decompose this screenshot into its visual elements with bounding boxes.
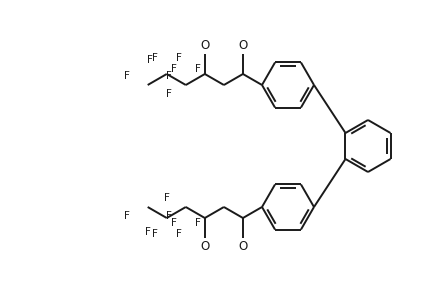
Text: F: F [145,227,151,237]
Text: F: F [124,71,130,81]
Text: F: F [171,64,176,74]
Text: F: F [124,211,130,221]
Text: F: F [176,229,182,239]
Text: F: F [152,229,158,239]
Text: F: F [152,53,158,63]
Text: F: F [166,71,172,81]
Text: F: F [195,218,201,228]
Text: O: O [200,39,209,52]
Text: F: F [164,193,170,203]
Text: F: F [195,64,201,74]
Text: F: F [166,89,172,99]
Text: F: F [147,55,153,65]
Text: F: F [166,211,172,221]
Text: O: O [238,240,247,253]
Text: F: F [176,53,182,63]
Text: O: O [200,240,209,253]
Text: F: F [171,218,176,228]
Text: O: O [238,39,247,52]
